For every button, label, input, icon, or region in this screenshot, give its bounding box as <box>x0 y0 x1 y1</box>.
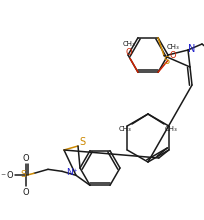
Text: CH₃: CH₃ <box>122 41 135 47</box>
Text: S: S <box>20 170 26 179</box>
Text: CH₃: CH₃ <box>166 44 178 50</box>
Text: CH₃: CH₃ <box>118 126 131 132</box>
Text: S: S <box>79 137 85 147</box>
Text: N⁺: N⁺ <box>66 168 77 177</box>
Text: O: O <box>23 154 29 163</box>
Text: O: O <box>23 188 29 197</box>
Text: O: O <box>169 51 175 60</box>
Text: N: N <box>187 44 195 54</box>
Text: ⁻: ⁻ <box>0 172 6 182</box>
Text: O: O <box>125 48 132 57</box>
Text: CH₃: CH₃ <box>164 126 176 132</box>
Text: O: O <box>7 171 13 180</box>
Text: S: S <box>162 56 168 66</box>
